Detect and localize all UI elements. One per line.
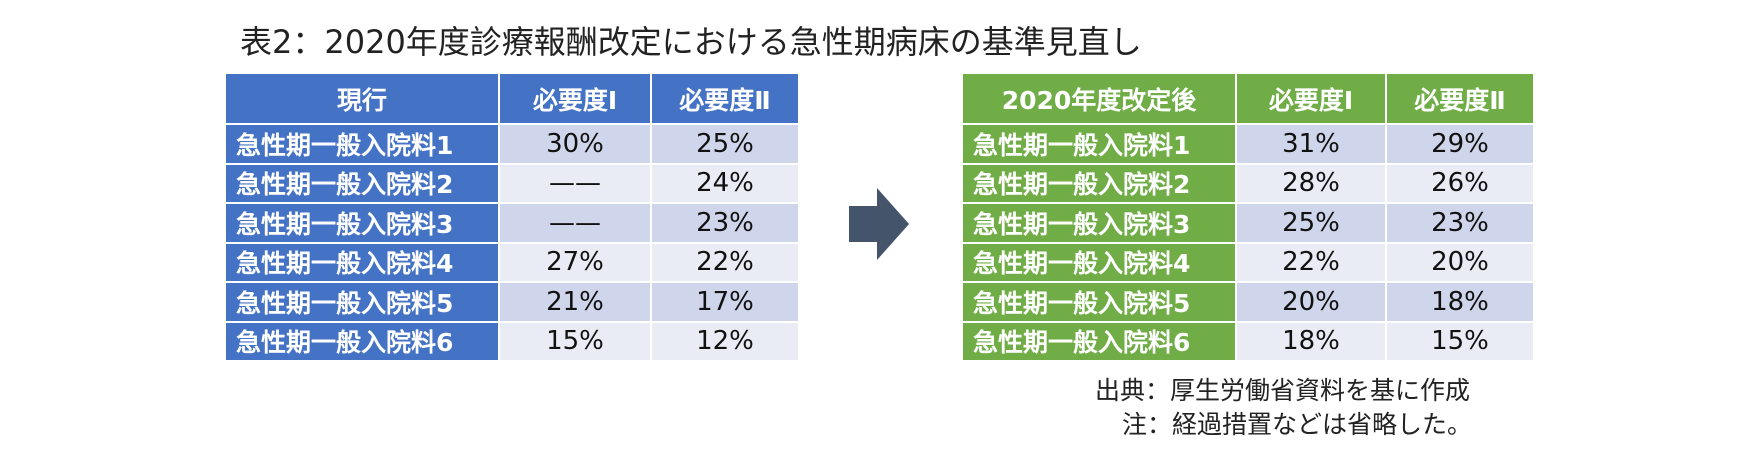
row-label: 急性期一般入院料5	[963, 283, 1235, 321]
header-revised: 2020年度改定後	[963, 74, 1235, 123]
cell-necessity-2: 18%	[1387, 283, 1533, 321]
row-label: 急性期一般入院料3	[963, 204, 1235, 242]
cell-necessity-2: 15%	[1387, 322, 1533, 360]
header-necessity-1: 必要度Ⅰ	[500, 74, 650, 123]
table-row: 急性期一般入院料1 31% 29%	[963, 125, 1533, 163]
row-label: 急性期一般入院料1	[963, 125, 1235, 163]
row-label: 急性期一般入院料2	[963, 164, 1235, 202]
cell-necessity-1: 25%	[1237, 204, 1385, 242]
table-row: 急性期一般入院料3 25% 23%	[963, 204, 1533, 242]
header-current: 現行	[226, 74, 498, 123]
cell-necessity-1: 30%	[500, 125, 650, 163]
row-label: 急性期一般入院料2	[226, 164, 498, 202]
table-row: 急性期一般入院料5 20% 18%	[963, 283, 1533, 321]
page-title: 表2：2020年度診療報酬改定における急性期病床の基準見直し	[240, 23, 1142, 61]
row-label: 急性期一般入院料5	[226, 283, 498, 321]
row-label: 急性期一般入院料4	[226, 243, 498, 281]
table-row: 急性期一般入院料2 —— 24%	[226, 164, 798, 202]
row-label: 急性期一般入院料3	[226, 204, 498, 242]
cell-necessity-2: 12%	[652, 322, 798, 360]
row-label: 急性期一般入院料6	[226, 322, 498, 360]
table-row: 急性期一般入院料4 27% 22%	[226, 243, 798, 281]
row-label: 急性期一般入院料4	[963, 243, 1235, 281]
header-necessity-1: 必要度Ⅰ	[1237, 74, 1385, 123]
cell-necessity-1: 28%	[1237, 164, 1385, 202]
revised-criteria-table: 2020年度改定後 必要度Ⅰ 必要度Ⅱ 急性期一般入院料1 31% 29% 急性…	[961, 72, 1535, 362]
cell-necessity-2: 23%	[1387, 204, 1533, 242]
cell-necessity-2: 23%	[652, 204, 798, 242]
table-row: 急性期一般入院料6 18% 15%	[963, 322, 1533, 360]
cell-necessity-1: 20%	[1237, 283, 1385, 321]
cell-necessity-2: 20%	[1387, 243, 1533, 281]
table-row: 急性期一般入院料1 30% 25%	[226, 125, 798, 163]
source-line: 出典：厚生労働省資料を基に作成	[1095, 376, 1471, 405]
cell-necessity-1: 21%	[500, 283, 650, 321]
cell-necessity-2: 17%	[652, 283, 798, 321]
cell-necessity-1: 31%	[1237, 125, 1385, 163]
header-necessity-2: 必要度Ⅱ	[1387, 74, 1533, 123]
row-label: 急性期一般入院料6	[963, 322, 1235, 360]
table-header-row: 現行 必要度Ⅰ 必要度Ⅱ	[226, 74, 798, 123]
cell-necessity-2: 24%	[652, 164, 798, 202]
header-necessity-2: 必要度Ⅱ	[652, 74, 798, 123]
cell-necessity-1: 27%	[500, 243, 650, 281]
cell-necessity-1: 22%	[1237, 243, 1385, 281]
table-row: 急性期一般入院料2 28% 26%	[963, 164, 1533, 202]
table-row: 急性期一般入院料6 15% 12%	[226, 322, 798, 360]
cell-necessity-1: ——	[500, 204, 650, 242]
cell-necessity-2: 25%	[652, 125, 798, 163]
right-arrow-icon	[849, 188, 909, 260]
current-criteria-table: 現行 必要度Ⅰ 必要度Ⅱ 急性期一般入院料1 30% 25% 急性期一般入院料2…	[224, 72, 800, 362]
table-row: 急性期一般入院料4 22% 20%	[963, 243, 1533, 281]
note-line: 注：経過措置などは省略した。	[1122, 410, 1473, 439]
cell-necessity-2: 26%	[1387, 164, 1533, 202]
cell-necessity-1: 18%	[1237, 322, 1385, 360]
cell-necessity-2: 29%	[1387, 125, 1533, 163]
cell-necessity-1: ——	[500, 164, 650, 202]
row-label: 急性期一般入院料1	[226, 125, 498, 163]
table-row: 急性期一般入院料5 21% 17%	[226, 283, 798, 321]
source-notes: 出典：厚生労働省資料を基に作成 注：経過措置などは省略した。	[1095, 374, 1472, 442]
cell-necessity-1: 15%	[500, 322, 650, 360]
table-row: 急性期一般入院料3 —— 23%	[226, 204, 798, 242]
table-header-row: 2020年度改定後 必要度Ⅰ 必要度Ⅱ	[963, 74, 1533, 123]
cell-necessity-2: 22%	[652, 243, 798, 281]
